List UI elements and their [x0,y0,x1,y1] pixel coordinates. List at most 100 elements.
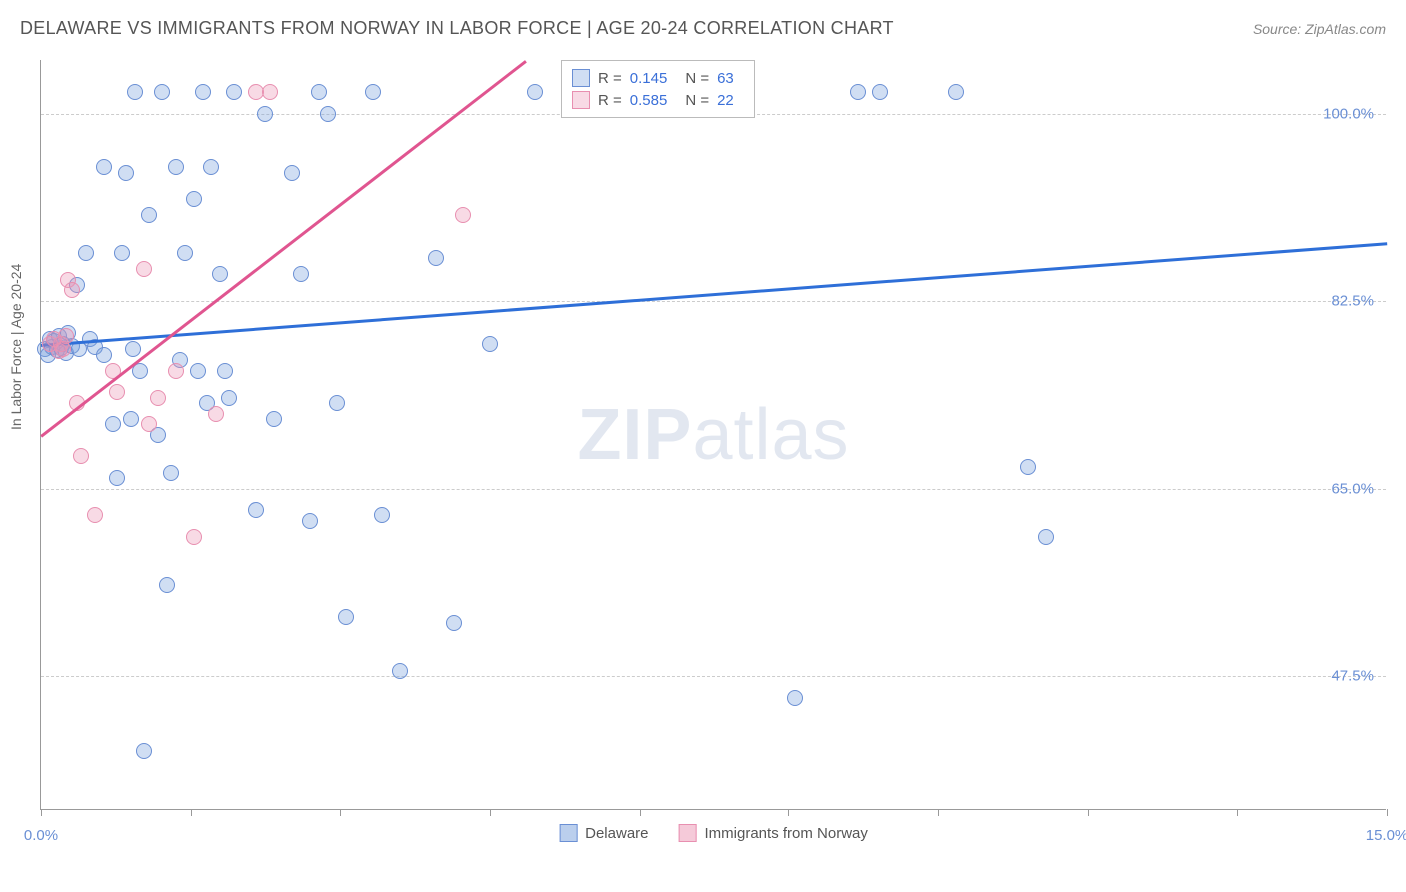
data-point [123,411,139,427]
y-axis-label: In Labor Force | Age 20-24 [8,264,24,430]
data-point [64,282,80,298]
title-bar: DELAWARE VS IMMIGRANTS FROM NORWAY IN LA… [20,18,1386,39]
data-point [446,615,462,631]
y-tick-label: 65.0% [1331,480,1374,497]
grid-line [41,301,1386,302]
data-point [125,341,141,357]
data-point [186,529,202,545]
data-point [109,470,125,486]
x-tick [340,809,341,816]
scatter-plot: ZIPatlas 47.5%65.0%82.5%100.0%0.0%15.0%R… [40,60,1386,810]
data-point [141,416,157,432]
data-point [73,448,89,464]
data-point [203,159,219,175]
data-point [114,245,130,261]
stat-n-label: N = [685,70,709,87]
data-point [208,406,224,422]
stat-row: R = 0.145 N = 63 [572,67,744,89]
series-swatch [572,69,590,87]
legend-swatch [559,824,577,842]
data-point [311,84,327,100]
stat-n-value: 63 [717,70,734,87]
data-point [293,266,309,282]
data-point [365,84,381,100]
watermark: ZIPatlas [577,394,849,476]
data-point [1020,459,1036,475]
x-tick [1088,809,1089,816]
data-point [257,106,273,122]
data-point [872,84,888,100]
stat-n-value: 22 [717,92,734,109]
trend-line [41,242,1387,346]
data-point [221,390,237,406]
series-swatch [572,91,590,109]
data-point [168,363,184,379]
source-label: Source: ZipAtlas.com [1253,21,1386,37]
data-point [329,395,345,411]
x-tick-label: 0.0% [24,827,58,844]
stat-r-label: R = [598,92,622,109]
data-point [527,84,543,100]
data-point [96,347,112,363]
watermark-bold: ZIP [577,395,692,475]
data-point [150,390,166,406]
data-point [374,507,390,523]
x-tick [938,809,939,816]
y-tick-label: 82.5% [1331,293,1374,310]
data-point [190,363,206,379]
grid-line [41,676,1386,677]
data-point [78,245,94,261]
data-point [248,502,264,518]
legend-item: Immigrants from Norway [679,824,868,842]
data-point [266,411,282,427]
data-point [186,191,202,207]
legend-swatch [679,824,697,842]
data-point [118,165,134,181]
data-point [428,250,444,266]
legend-label: Immigrants from Norway [705,825,868,842]
legend-item: Delaware [559,824,648,842]
data-point [338,609,354,625]
grid-line [41,489,1386,490]
watermark-light: atlas [692,395,849,475]
data-point [87,507,103,523]
x-tick [490,809,491,816]
x-tick-label: 15.0% [1366,827,1406,844]
x-tick [1387,809,1388,816]
data-point [136,743,152,759]
data-point [217,363,233,379]
data-point [136,261,152,277]
stat-r-value: 0.145 [630,70,668,87]
stat-row: R =0.585N =22 [572,89,744,111]
data-point [482,336,498,352]
x-tick [1237,809,1238,816]
data-point [159,577,175,593]
data-point [141,207,157,223]
data-point [787,690,803,706]
stat-n-label: N = [685,92,709,109]
data-point [109,384,125,400]
data-point [195,84,211,100]
legend-label: Delaware [585,825,648,842]
data-point [58,328,74,344]
data-point [392,663,408,679]
data-point [96,159,112,175]
data-point [154,84,170,100]
data-point [163,465,179,481]
data-point [212,266,228,282]
data-point [127,84,143,100]
data-point [284,165,300,181]
data-point [177,245,193,261]
stat-box: R =0.145N =63R =0.585N =22 [561,60,755,118]
data-point [105,416,121,432]
data-point [850,84,866,100]
x-tick [191,809,192,816]
y-tick-label: 100.0% [1323,105,1374,122]
x-tick [788,809,789,816]
data-point [455,207,471,223]
legend: Delaware Immigrants from Norway [559,824,868,842]
y-tick-label: 47.5% [1331,668,1374,685]
x-tick [640,809,641,816]
stat-r-label: R = [598,70,622,87]
data-point [262,84,278,100]
